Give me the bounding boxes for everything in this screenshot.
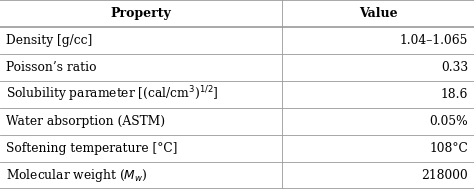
Text: Solubility parameter [(cal/cm$^3$)$^{1/2}$]: Solubility parameter [(cal/cm$^3$)$^{1/2… (6, 85, 219, 104)
Text: Water absorption (ASTM): Water absorption (ASTM) (6, 115, 165, 128)
Text: 0.05%: 0.05% (430, 115, 468, 128)
Text: Value: Value (359, 7, 397, 20)
Text: Density [g/cc]: Density [g/cc] (6, 34, 92, 47)
Text: 18.6: 18.6 (441, 88, 468, 101)
Text: Property: Property (110, 7, 172, 20)
Text: Softening temperature [°C]: Softening temperature [°C] (6, 142, 177, 155)
Text: 218000: 218000 (421, 169, 468, 182)
Text: Poisson’s ratio: Poisson’s ratio (6, 61, 96, 74)
Text: 1.04–1.065: 1.04–1.065 (400, 34, 468, 47)
Text: 108°C: 108°C (429, 142, 468, 155)
Text: 0.33: 0.33 (441, 61, 468, 74)
Text: Molecular weight ($\mathit{M}_w$): Molecular weight ($\mathit{M}_w$) (6, 167, 147, 184)
